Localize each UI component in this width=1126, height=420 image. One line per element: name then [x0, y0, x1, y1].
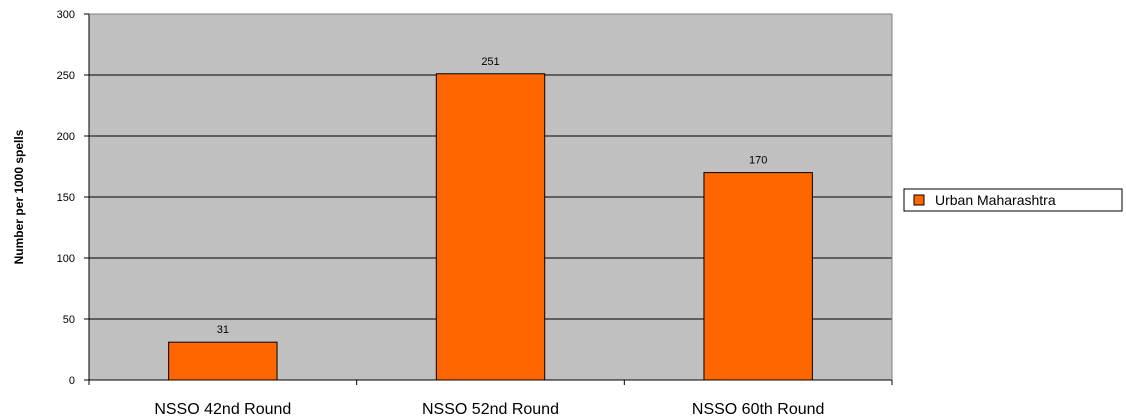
x-category-label: NSSO 42nd Round [154, 401, 291, 418]
legend: Urban Maharashtra [903, 188, 1123, 212]
y-tick-label: 0 [69, 375, 75, 387]
x-category-label: NSSO 52nd Round [422, 401, 559, 418]
data-labels: 31 251 170 [217, 56, 768, 336]
legend-label: Urban Maharashtra [935, 192, 1056, 208]
y-tick-label: 150 [57, 192, 75, 204]
y-tick-label: 300 [57, 9, 75, 21]
y-tick-label: 250 [57, 70, 75, 82]
y-tick-label: 200 [57, 131, 75, 143]
y-tick-label: 100 [57, 253, 75, 265]
x-category-label: NSSO 60th Round [692, 401, 825, 418]
y-axis-label: Number per 1000 spells [12, 129, 26, 264]
legend-box [903, 188, 1123, 212]
bar [435, 73, 546, 381]
bar [168, 341, 278, 381]
x-axis-ticks: NSSO 42nd Round NSSO 52nd Round NSSO 60th … [88, 380, 893, 418]
y-axis-ticks: 0 50 100 150 200 250 300 [57, 9, 89, 387]
data-label: 170 [749, 155, 767, 167]
data-label: 31 [217, 324, 229, 336]
bar [703, 172, 813, 381]
y-tick-label: 50 [63, 314, 75, 326]
legend-swatch [913, 194, 925, 206]
data-label: 251 [481, 56, 499, 68]
bars [168, 73, 813, 381]
